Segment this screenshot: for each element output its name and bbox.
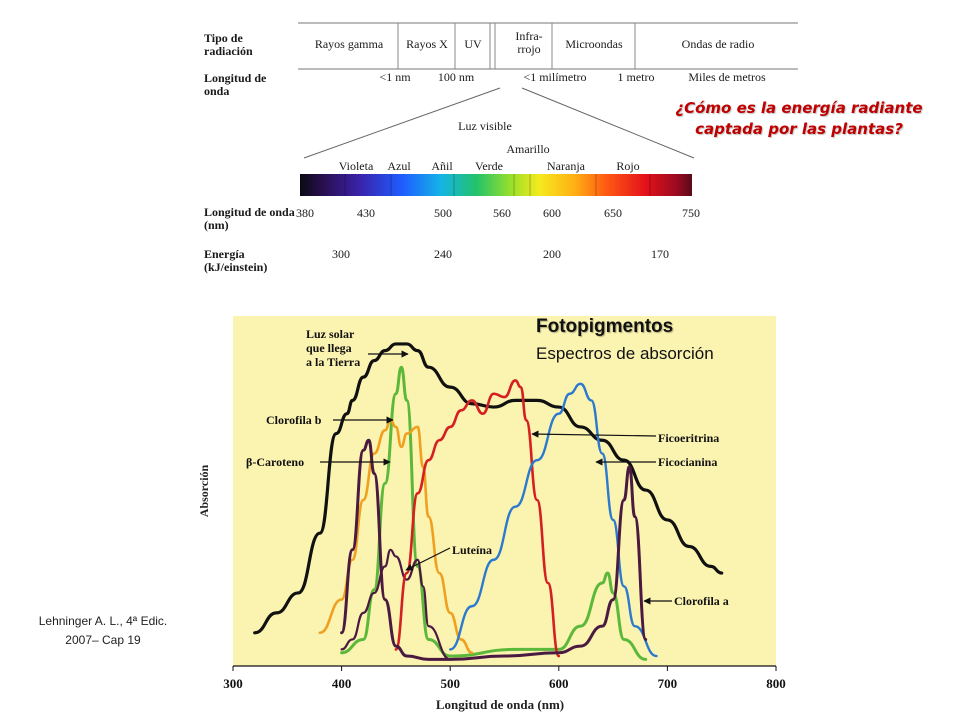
phycoerythrin-label: Ficoeritrina [658, 431, 719, 445]
nm-650: 650 [604, 206, 622, 220]
wavelength-label: Longitud de onda [204, 71, 267, 98]
chart-title-block: Fotopigmentos Espectros de absorción [536, 316, 714, 364]
radiation-uv: UV [464, 37, 482, 51]
question-text: ¿Cómo es la energía radiante captada por… [675, 99, 923, 138]
wavelength-1nm: <1 nm [379, 70, 411, 84]
nm-600: 600 [543, 206, 561, 220]
energy-240: 240 [434, 247, 452, 261]
nm-430: 430 [357, 206, 375, 220]
x-tick-label: 800 [766, 676, 786, 691]
series-line-phycocyanin [449, 382, 658, 658]
wavelength-1m: 1 metro [617, 70, 655, 84]
color-blue: Azul [387, 159, 411, 173]
color-green: Verde [475, 159, 503, 173]
radiation-type-label: Tipo de radiación [204, 31, 253, 58]
nm-560: 560 [493, 206, 511, 220]
radiation-gamma: Rayos gamma [314, 37, 384, 51]
sunlight-label: Luz solar que llega a la Tierra [306, 327, 360, 369]
visible-light-bracket [303, 87, 695, 159]
radiation-xray: Rayos X [406, 37, 448, 51]
nm-750: 750 [682, 206, 700, 220]
chart-title: Fotopigmentos [536, 316, 674, 337]
wavelength-km: Miles de metros [688, 70, 766, 84]
series-line-chlorophyll-a [340, 438, 648, 661]
color-violet: Violeta [338, 159, 374, 173]
x-tick-label: 700 [658, 676, 678, 691]
visible-spectrum-bar [300, 174, 692, 196]
visible-light-label: Luz visible [458, 119, 512, 133]
lutein-label: Luteína [452, 543, 492, 557]
color-indigo: Añil [431, 159, 453, 173]
beta-carotene-label: β-Caroteno [246, 455, 304, 469]
x-tick-label: 600 [549, 676, 569, 691]
radiation-microwave: Microondas [565, 37, 623, 51]
energy-170: 170 [651, 247, 669, 261]
absorption-chart: Absorción Longitud de onda (nm) 300 400 50… [197, 316, 786, 712]
color-orange: Naranja [547, 159, 585, 173]
x-tick-label: 500 [440, 676, 460, 691]
visible-wavelength-label: Longitud de onda (nm) [204, 205, 295, 232]
x-tick-label: 400 [332, 676, 352, 691]
color-yellow: Amarillo [506, 142, 550, 156]
y-axis-label: Absorción [197, 464, 211, 517]
nm-380: 380 [296, 206, 314, 220]
citation-line-2: 2007– Cap 19 [65, 633, 141, 647]
chlorophyll-a-label: Clorofila a [674, 594, 729, 608]
series-line-beta-carotene [318, 419, 474, 655]
x-tick-label: 300 [223, 676, 243, 691]
radiation-type-table [298, 22, 798, 70]
series-line-lutein [340, 548, 452, 661]
series-line-sunlight [253, 342, 724, 635]
x-axis-label: Longitud de onda (nm) [436, 697, 564, 712]
energy-200: 200 [543, 247, 561, 261]
citation-line-1: Lehninger A. L., 4ª Edic. [38, 614, 168, 628]
chlorophyll-b-label: Clorofila b [266, 413, 322, 427]
color-red: Rojo [616, 159, 640, 173]
series-line-chlorophyll-b [340, 365, 648, 661]
chart-subtitle: Espectros de absorción [536, 344, 714, 363]
wavelength-100nm: 100 nm [437, 70, 475, 84]
lutein-arrow [405, 547, 451, 571]
wavelength-1mm: <1 milímetro [523, 70, 587, 84]
energy-label: Energía (kJ/einstein) [204, 247, 268, 274]
citation: Lehninger A. L., 4ª Edic. 2007– Cap 19 [10, 612, 196, 650]
radiation-infrared: Infra-rrojo [515, 29, 543, 56]
radiation-radio: Ondas de radio [681, 37, 755, 51]
series-line-phycoerythrin [394, 379, 561, 658]
energy-300: 300 [332, 247, 350, 261]
phycocyanin-label: Ficocianina [658, 455, 717, 469]
phycoerythrin-arrow [531, 430, 657, 438]
plot-background [233, 316, 776, 666]
nm-500: 500 [434, 206, 452, 220]
